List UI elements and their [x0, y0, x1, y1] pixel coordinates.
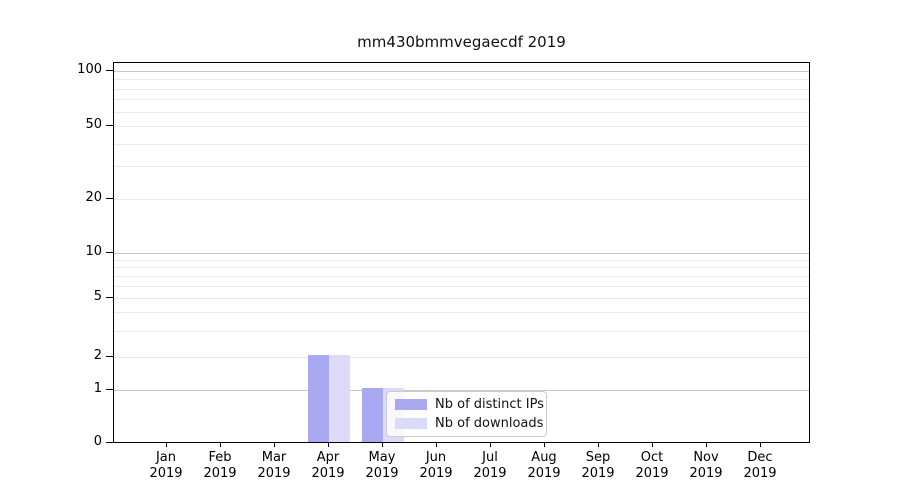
legend-label: Nb of downloads — [435, 416, 544, 431]
y-gridline-minor — [114, 298, 809, 299]
bar-downloads — [329, 355, 350, 442]
y-tick-mark — [106, 441, 114, 443]
x-tick-label: Jun 2019 — [419, 450, 453, 481]
x-tick-label: May 2019 — [365, 450, 399, 481]
legend: Nb of distinct IPs Nb of downloads — [386, 391, 547, 437]
x-tick-mark — [706, 443, 707, 447]
y-tick-mark — [106, 297, 114, 298]
y-gridline-minor — [114, 166, 809, 168]
x-tick-mark — [598, 443, 599, 447]
y-gridline-minor — [114, 126, 809, 127]
chart-title: mm430bmmvegaecdf 2019 — [357, 33, 566, 51]
legend-swatch-downloads — [395, 418, 427, 429]
x-tick-mark — [436, 443, 437, 447]
bar-distinct-ips — [308, 355, 329, 442]
y-gridline-minor — [114, 357, 809, 358]
y-tick-mark — [106, 125, 114, 126]
x-tick-mark — [382, 443, 383, 447]
x-tick-mark — [490, 443, 491, 447]
y-tick-mark — [106, 70, 114, 71]
x-tick-mark — [760, 443, 761, 447]
y-gridline-minor — [114, 259, 809, 261]
y-tick-mark — [106, 252, 114, 253]
y-tick-mark — [106, 388, 114, 390]
y-gridline-minor — [114, 143, 809, 145]
legend-item: Nb of downloads — [395, 416, 543, 431]
x-tick-label: Jul 2019 — [473, 450, 507, 481]
y-gridline-major — [114, 253, 809, 254]
x-tick-mark — [544, 443, 545, 447]
y-gridline-minor — [114, 198, 809, 200]
x-tick-mark — [274, 443, 275, 447]
x-tick-label: Sep 2019 — [581, 450, 615, 481]
x-tick-label: Feb 2019 — [203, 450, 237, 481]
x-tick-label: Nov 2019 — [689, 450, 723, 481]
y-gridline-minor — [114, 330, 809, 332]
y-gridline-major — [114, 71, 809, 72]
y-tick-label: 0 — [93, 433, 102, 449]
y-tick-label: 100 — [77, 62, 102, 77]
y-tick-label: 50 — [85, 117, 102, 132]
y-tick-label: 10 — [85, 244, 102, 259]
legend-swatch-distinct-ips — [395, 399, 427, 410]
legend-label: Nb of distinct IPs — [435, 397, 544, 412]
y-gridline-minor — [114, 79, 809, 81]
x-tick-label: Apr 2019 — [311, 450, 345, 481]
y-tick-mark — [106, 356, 114, 357]
y-tick-label: 5 — [93, 289, 102, 304]
y-gridline-minor — [114, 286, 809, 288]
y-gridline-minor — [114, 276, 809, 278]
x-tick-label: Oct 2019 — [635, 450, 669, 481]
x-tick-mark — [652, 443, 653, 447]
x-tick-label: Mar 2019 — [257, 450, 291, 481]
x-tick-mark — [166, 443, 167, 447]
y-tick-label: 20 — [85, 189, 102, 205]
y-gridline-minor — [114, 111, 809, 113]
y-tick-mark — [106, 197, 114, 199]
plot-area — [113, 62, 810, 443]
y-tick-label: 1 — [93, 380, 102, 396]
y-gridline-minor — [114, 88, 809, 90]
y-gridline-major — [114, 389, 809, 391]
x-tick-label: Aug 2019 — [527, 450, 561, 481]
x-tick-mark — [328, 443, 329, 447]
y-gridline-minor — [114, 312, 809, 314]
y-gridline-minor — [114, 267, 809, 269]
y-gridline-minor — [114, 99, 809, 101]
bar-distinct-ips — [362, 387, 383, 442]
x-tick-mark — [220, 443, 221, 447]
x-tick-label: Dec 2019 — [743, 450, 777, 481]
legend-item: Nb of distinct IPs — [395, 397, 544, 412]
y-tick-label: 2 — [93, 348, 102, 363]
x-tick-label: Jan 2019 — [149, 450, 183, 481]
